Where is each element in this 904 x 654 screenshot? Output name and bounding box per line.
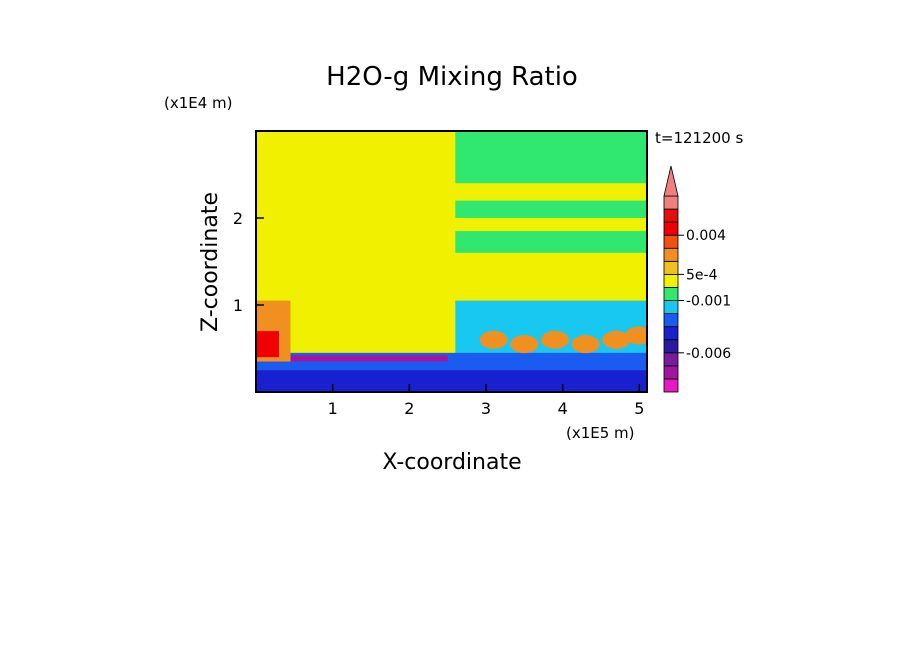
colorbar: 0.004 5e-4 -0.001 -0.006: [663, 165, 731, 393]
eddy-0: [479, 330, 508, 349]
x-tick-label: 2: [404, 399, 414, 418]
x-tick-label: 4: [558, 399, 568, 418]
y-scale-label: (x1E4 m): [164, 94, 233, 112]
axis-ticks: 1 2 3 4 5 1 2: [233, 209, 645, 418]
colorbar-swatch: [663, 339, 679, 354]
region-right-green-band-1: [455, 131, 647, 184]
colorbar-swatch: [663, 273, 679, 288]
region-left-red-plume: [256, 331, 279, 358]
y-axis-label: Z-coordinate: [198, 192, 223, 332]
eddy-2: [541, 330, 569, 349]
eddy-1: [510, 335, 539, 354]
colorbar-label: 0.004: [686, 228, 726, 244]
eddy-3: [571, 335, 600, 354]
x-axis-label: X-coordinate: [382, 450, 521, 475]
colorbar-swatch: [663, 195, 679, 210]
colorbar-swatch: [663, 234, 679, 249]
plot-frame: [255, 130, 648, 393]
colorbar-swatch: [663, 313, 679, 328]
colorbar-swatch: [663, 300, 679, 314]
region-lower-dark-blue: [256, 370, 647, 392]
colorbar-label: 5e-4: [686, 267, 718, 283]
time-label: t=121200 s: [655, 129, 743, 147]
region-right-green-band-3: [455, 231, 647, 253]
x-tick-label: 3: [481, 399, 491, 418]
x-tick-label: 1: [328, 399, 338, 418]
colorbar-swatch: [663, 378, 679, 393]
colorbar-swatch: [663, 247, 679, 262]
colorbar-swatch: [663, 260, 679, 275]
x-tick-label: 5: [634, 399, 644, 418]
eddy-4: [602, 330, 631, 349]
contour-field: [256, 131, 647, 392]
colorbar-extend-arrow: [663, 165, 679, 197]
colorbar-swatch: [663, 287, 679, 301]
colorbar-swatch: [663, 221, 679, 236]
colorbar-label: -0.001: [686, 294, 731, 310]
region-right-green-band-2: [455, 200, 647, 218]
colorbar-swatch: [663, 365, 679, 380]
colorbar-swatch: [663, 352, 679, 367]
chart-title: H2O-g Mixing Ratio: [326, 62, 578, 92]
region-purple-slab: [256, 355, 448, 362]
eddy-5: [625, 326, 647, 345]
colorbar-swatch: [663, 326, 679, 341]
colorbar-label: -0.006: [686, 346, 731, 362]
x-scale-label: (x1E5 m): [566, 424, 635, 442]
colorbar-swatch: [663, 208, 679, 223]
y-tick-label: 2: [233, 209, 243, 228]
y-tick-label: 1: [233, 296, 243, 315]
